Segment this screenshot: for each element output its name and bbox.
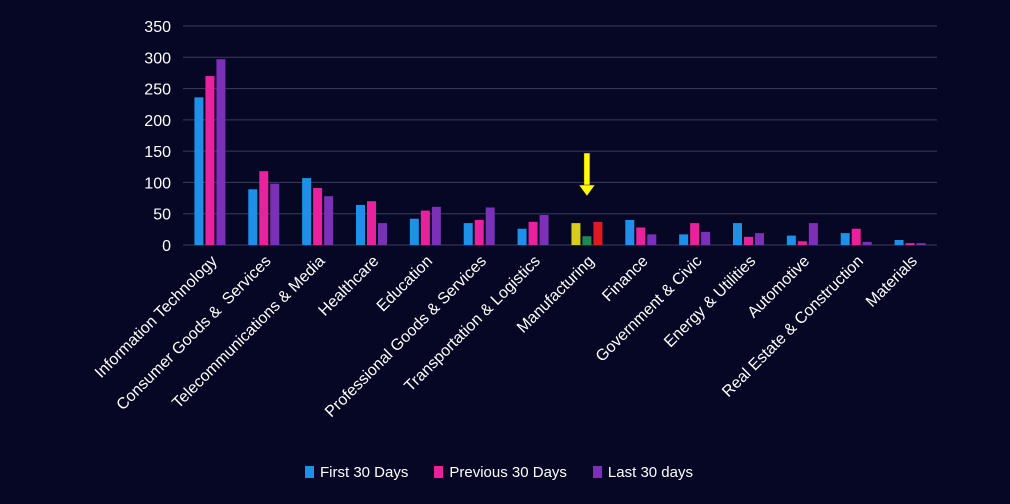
legend-item-previous-30-days: Previous 30 Days: [434, 464, 567, 481]
legend-swatch-first-30-days: [305, 466, 314, 478]
bar: [259, 171, 269, 245]
x-tick-label: Materials: [863, 253, 921, 311]
bar: [356, 204, 365, 245]
legend-swatch-last-30-days: [592, 466, 602, 478]
bar: [690, 223, 700, 245]
x-tick-label: Government & Civic: [593, 253, 706, 366]
bar: [485, 207, 495, 245]
bar: [539, 214, 549, 245]
bar: [270, 183, 280, 245]
bar: [313, 188, 323, 245]
y-tick-label: 250: [144, 82, 171, 99]
y-tick-label: 200: [144, 113, 171, 130]
bar: [528, 221, 538, 245]
legend-label-previous-30-days: Previous 30 Days: [449, 463, 567, 481]
legend: First 30 Days Previous 30 Days Last 30 d…: [305, 461, 693, 483]
bar: [582, 236, 592, 245]
bar: [851, 228, 861, 245]
bar: [679, 234, 689, 245]
legend-item-first-30-days: First 30 Days: [305, 464, 408, 481]
legend-label-last-30-days: Last 30 days: [607, 463, 693, 481]
bar: [625, 219, 635, 245]
bar: [862, 241, 872, 245]
bar: [474, 219, 484, 245]
bar: [194, 97, 204, 246]
bar: [367, 201, 376, 245]
y-tick-label: 50: [153, 207, 171, 224]
highlight-arrow: [578, 152, 596, 197]
y-axis-ticks: 0 50 100 150 200 250 300 350: [144, 19, 171, 255]
bar: [744, 236, 753, 245]
y-tick-label: 100: [144, 175, 171, 192]
highlight-arrow-shaft: [583, 152, 591, 187]
bar: [324, 196, 334, 245]
bar: [571, 223, 581, 245]
bar: [593, 221, 603, 245]
bar: [517, 228, 527, 245]
bar: [733, 223, 742, 245]
bar: [786, 235, 796, 245]
bar: [808, 223, 818, 245]
y-tick-label: 150: [144, 144, 171, 161]
bar: [916, 243, 926, 245]
bar: [840, 233, 850, 245]
y-tick-label: 300: [144, 50, 171, 67]
bar: [463, 223, 473, 245]
bar: [205, 76, 215, 245]
bar: [420, 210, 430, 245]
bar: [302, 178, 312, 245]
legend-item-last-30-days: Last 30 days: [592, 463, 693, 481]
bar: [409, 218, 419, 245]
legend-label-first-30-days: First 30 Days: [320, 463, 409, 481]
x-tick-label: Energy & Utilities: [661, 253, 759, 351]
bar: [905, 243, 915, 245]
gridlines: [183, 25, 937, 246]
bars: [194, 59, 926, 246]
bar: [431, 206, 441, 245]
y-tick-label: 350: [144, 19, 171, 36]
legend-swatch-previous-30-days: [434, 466, 444, 478]
bar: [636, 227, 646, 245]
bar: [378, 223, 387, 245]
bar: [797, 241, 807, 245]
bar: [248, 189, 258, 245]
highlight-arrow-head: [578, 184, 596, 197]
bar: [701, 231, 711, 245]
y-tick-label: 0: [162, 238, 171, 255]
bar: [216, 59, 226, 245]
x-tick-label: Finance: [599, 253, 651, 305]
bar: [647, 234, 657, 245]
bar: [755, 233, 764, 245]
bar: [894, 239, 904, 245]
